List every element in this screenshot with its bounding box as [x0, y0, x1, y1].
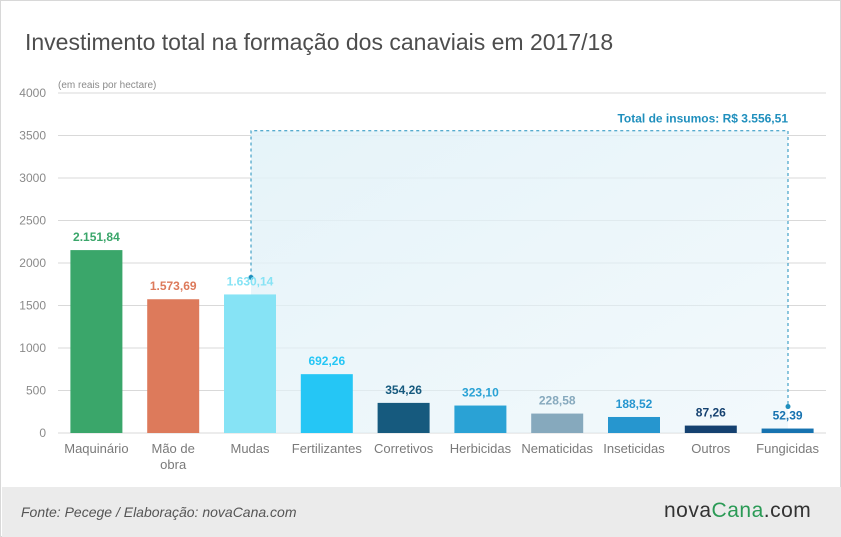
x-tick-label: Mudas	[230, 441, 270, 456]
bar-value-label: 692,26	[308, 354, 345, 368]
insumos-total-label: Total de insumos: R$ 3.556,51	[617, 112, 788, 126]
chart-title: Investimento total na formação dos canav…	[25, 29, 614, 55]
y-tick-label: 500	[26, 384, 46, 398]
source-text: Fonte: Pecege / Elaboração: novaCana.com	[21, 504, 297, 520]
bar-value-label: 52,39	[773, 409, 803, 423]
insumos-marker-start	[248, 274, 254, 280]
bar	[608, 416, 660, 433]
bar-value-label: 87,26	[696, 406, 726, 420]
bar	[454, 405, 507, 433]
x-tick-label: Mão de	[152, 441, 195, 456]
bar-value-label: 188,52	[616, 397, 653, 411]
bar	[224, 294, 276, 433]
y-tick-label: 0	[39, 426, 46, 440]
bar	[377, 402, 430, 433]
bar	[684, 425, 737, 433]
x-tick-label: Corretivos	[374, 441, 434, 456]
bar-value-label: 2.151,84	[73, 230, 120, 244]
y-tick-label: 2500	[19, 214, 46, 228]
x-tick-label: Inseticidas	[603, 441, 665, 456]
bar	[70, 250, 123, 433]
bar	[300, 374, 353, 433]
x-tick-label: Herbicidas	[450, 441, 512, 456]
y-tick-label: 4000	[19, 86, 46, 100]
logo-part-com: .com	[763, 499, 812, 522]
insumos-bracket	[250, 130, 789, 407]
bar	[761, 428, 814, 433]
logo-part-nova: nova	[664, 499, 712, 522]
footer-bar: Fonte: Pecege / Elaboração: novaCana.com…	[2, 487, 841, 537]
brand-logo: novaCana.com	[664, 499, 811, 523]
bar-value-label: 323,10	[462, 386, 499, 400]
bar-value-label: 1.630,14	[227, 274, 274, 288]
insumos-marker-end	[785, 404, 791, 410]
x-tick-label: obra	[160, 457, 187, 472]
bar	[147, 299, 200, 433]
x-tick-label: Fertilizantes	[292, 441, 363, 456]
bar-chart: 0 500 1000 1500 2000 2500 3000 3500 4000 (em reai…	[19, 80, 826, 472]
logo-part-cana: Cana	[711, 499, 764, 522]
y-tick-label: 1000	[19, 341, 46, 355]
bar-value-label: 1.573,69	[150, 279, 197, 293]
x-tick-label: Fungicidas	[756, 441, 819, 456]
bar	[531, 413, 584, 433]
bar-value-label: 228,58	[539, 394, 576, 408]
unit-note: (em reais por hectare)	[58, 80, 156, 91]
y-tick-label: 2000	[19, 256, 46, 270]
y-tick-label: 3000	[19, 171, 46, 185]
x-tick-label: Outros	[691, 441, 731, 456]
y-tick-label: 3500	[19, 129, 46, 143]
y-tick-label: 1500	[19, 299, 46, 313]
x-tick-label: Nematicidas	[521, 441, 593, 456]
bar-value-label: 354,26	[385, 383, 422, 397]
x-tick-label: Maquinário	[64, 441, 128, 456]
